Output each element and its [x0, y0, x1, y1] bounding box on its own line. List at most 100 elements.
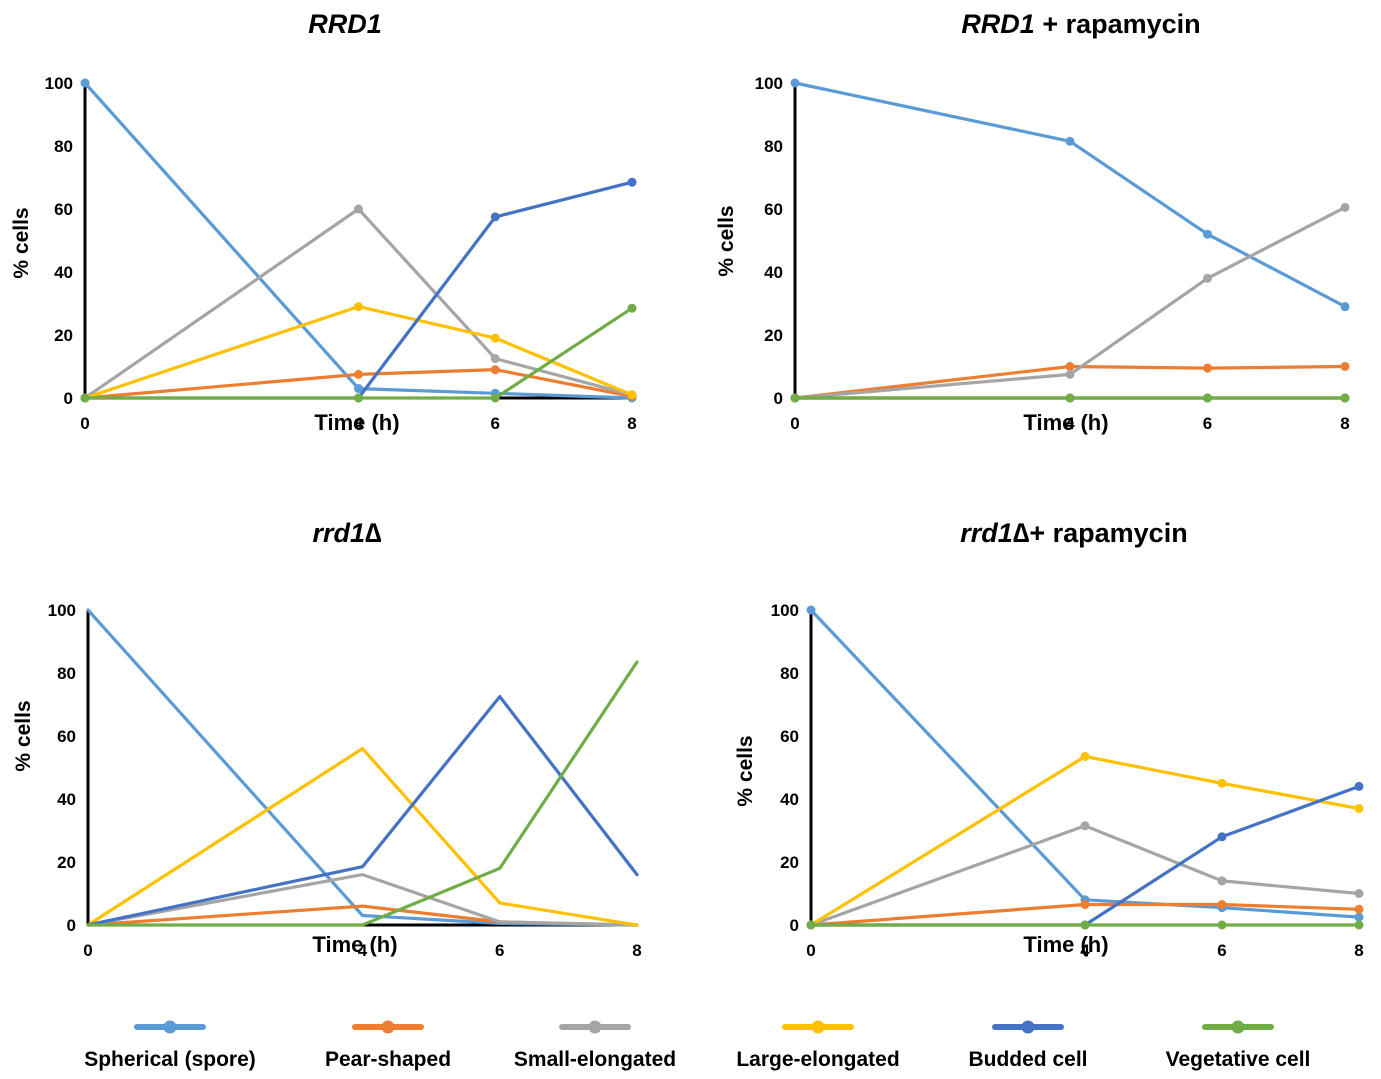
series-vegetative-cell — [86, 660, 639, 927]
y-tick-label: 0 — [64, 389, 73, 408]
x-tick-label: 6 — [491, 414, 500, 433]
x-axis-label: Time (h) — [1023, 410, 1108, 435]
x-tick-label: 6 — [1217, 941, 1226, 960]
data-point — [1354, 912, 1364, 922]
y-axis-label: % cells — [715, 205, 738, 276]
legend-label: Pear-shaped — [325, 1048, 451, 1071]
chart-title: rrd1∆ — [312, 518, 381, 548]
series-line — [793, 205, 1347, 400]
data-point — [1203, 363, 1212, 373]
y-tick-label: 20 — [780, 853, 799, 872]
series-line — [86, 694, 639, 927]
series-line — [83, 207, 634, 400]
data-point — [1217, 778, 1227, 788]
x-tick-label: 8 — [1354, 941, 1363, 960]
x-axis-label: Time (h) — [1023, 932, 1108, 957]
data-point — [1080, 821, 1090, 831]
chart-title-italic: rrd1 — [960, 518, 1013, 548]
chart-panel-4: rrd1∆+ rapamycin 0 20 40 60 80 100 0 4 6 8 % cells T… — [734, 518, 1364, 960]
series-line — [809, 824, 1361, 927]
series-line — [83, 81, 634, 400]
legend-swatch-marker — [1231, 1020, 1245, 1034]
series-vegetative-cell — [80, 303, 637, 403]
legend-label: Spherical (spore) — [84, 1048, 256, 1071]
series-line — [809, 754, 1361, 927]
series-line — [809, 608, 1361, 919]
y-tick-label: 0 — [67, 916, 76, 935]
y-tick-label: 20 — [57, 853, 76, 872]
chart-title-italic: rrd1 — [312, 518, 365, 548]
y-tick-label: 100 — [771, 601, 799, 620]
y-tick-label: 20 — [764, 326, 783, 345]
legend-swatch-marker — [811, 1020, 825, 1034]
data-point — [806, 605, 816, 615]
y-axis-label: % cells — [12, 700, 35, 771]
data-point — [354, 384, 363, 394]
legend-item: Vegetative cell — [1166, 1020, 1311, 1071]
x-tick-label: 4 — [358, 941, 368, 960]
y-tick-label: 60 — [57, 727, 76, 746]
legend-item: Small-elongated — [514, 1020, 676, 1071]
y-tick-label: 40 — [764, 263, 783, 282]
series-budded-cell — [86, 694, 639, 927]
data-point — [790, 78, 800, 88]
data-point — [354, 204, 363, 214]
data-point — [1065, 362, 1075, 371]
data-point — [1354, 889, 1364, 898]
data-point — [1340, 362, 1350, 371]
data-point — [1203, 229, 1212, 239]
series-line — [809, 902, 1361, 927]
legend-item: Budded cell — [968, 1020, 1088, 1071]
legend-item: Spherical (spore) — [84, 1020, 256, 1071]
y-tick-label: 100 — [45, 74, 73, 93]
y-tick-label: 80 — [780, 664, 799, 683]
data-point — [1217, 900, 1227, 910]
y-tick-label: 0 — [774, 389, 783, 408]
data-point — [1340, 202, 1350, 212]
data-point — [627, 390, 637, 400]
y-tick-label: 0 — [790, 916, 799, 935]
data-point — [1203, 393, 1212, 403]
data-point — [1354, 781, 1364, 791]
series-line — [83, 368, 634, 400]
series-line — [86, 660, 639, 927]
series-spherical-spore — [790, 78, 1350, 312]
chart-panel-1: RRD1 0 20 40 60 80 100 0 4 6 8 % cells Time (h) — [10, 9, 637, 435]
series-line — [83, 305, 634, 400]
chart-title-italic: RRD1 — [961, 9, 1035, 39]
data-point — [354, 369, 363, 379]
data-point — [1354, 803, 1364, 813]
x-tick-label: 0 — [80, 414, 89, 433]
x-axis-label: Time (h) — [314, 410, 399, 435]
x-tick-label: 4 — [1080, 941, 1090, 960]
data-point — [1354, 920, 1364, 930]
data-point — [490, 333, 500, 343]
series-line — [793, 81, 1347, 309]
data-point — [790, 393, 800, 403]
legend-item: Pear-shaped — [325, 1020, 451, 1071]
chart-title: RRD1 + rapamycin — [961, 9, 1200, 39]
series-vegetative-cell — [806, 920, 1364, 930]
data-point — [1217, 920, 1227, 930]
y-tick-label: 20 — [54, 326, 73, 345]
legend-swatch-marker — [163, 1020, 177, 1034]
data-point — [490, 354, 500, 364]
legend-label: Vegetative cell — [1166, 1048, 1311, 1071]
chart-title-italic: RRD1 — [308, 9, 382, 39]
series-line — [86, 746, 639, 927]
data-point — [490, 393, 500, 403]
y-tick-label: 60 — [764, 200, 783, 219]
series-large-elongated — [86, 746, 639, 927]
chart-title-rest: ∆+ rapamycin — [1013, 518, 1188, 548]
y-tick-label: 100 — [48, 601, 76, 620]
data-point — [627, 303, 637, 313]
series-small-elongated — [790, 202, 1350, 403]
x-tick-label: 0 — [790, 414, 799, 433]
y-tick-label: 80 — [764, 137, 783, 156]
legend-swatch-marker — [381, 1020, 395, 1034]
y-axis-label: % cells — [10, 207, 33, 278]
series-line — [793, 364, 1347, 400]
series-line — [83, 180, 634, 400]
x-tick-label: 0 — [83, 941, 92, 960]
